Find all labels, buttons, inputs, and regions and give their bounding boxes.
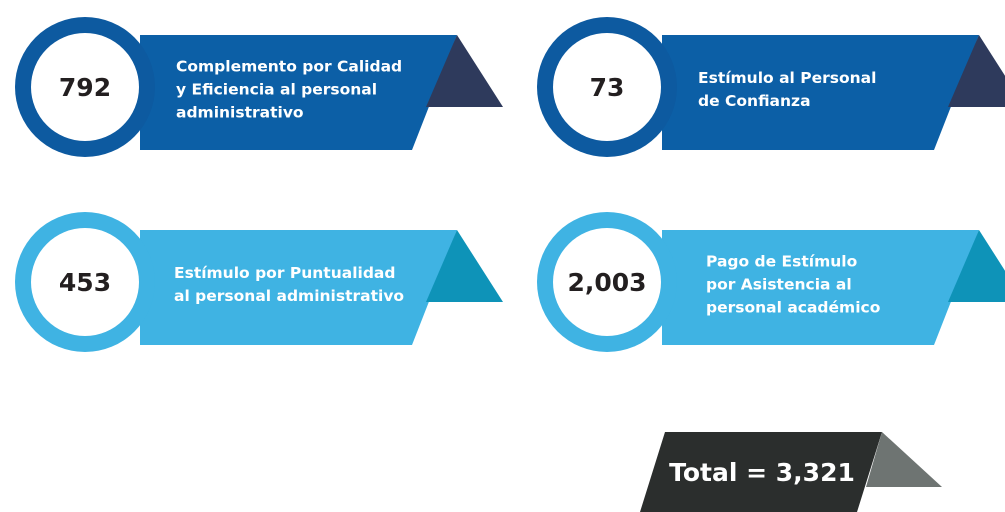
item-card: 792 Complemento por Calidad y Eficiencia a… [15, 17, 503, 157]
item-label: Complemento por Calidad [176, 58, 402, 76]
item-card: 73 Estímulo al Personal de Confianza [537, 17, 1005, 157]
total-text: Total = 3,321 [669, 458, 855, 487]
item-disc [31, 33, 139, 141]
item-number: 453 [59, 268, 111, 297]
item-number: 792 [59, 73, 111, 102]
item-fold [948, 35, 1005, 107]
item-fold [426, 230, 503, 302]
total-badge: Total = 3,321 [640, 432, 942, 512]
item-disc [553, 33, 661, 141]
item-banner [140, 35, 457, 150]
item-label: por Asistencia al [706, 276, 852, 294]
item-label: y Eficiencia al personal [176, 81, 377, 99]
item-disc [553, 228, 661, 336]
total-fold [866, 432, 942, 487]
item-banner [140, 230, 457, 345]
item-label: Estímulo al Personal [698, 69, 876, 87]
item-disc [31, 228, 139, 336]
item-label: personal académico [706, 299, 880, 317]
item-label: de Confianza [698, 92, 811, 110]
item-banner [662, 35, 979, 150]
item-number: 2,003 [567, 268, 646, 297]
item-card: 453 Estímulo por Puntualidad al personal a… [15, 212, 503, 352]
item-label: Estímulo por Puntualidad [174, 264, 395, 282]
item-label: administrativo [176, 104, 304, 122]
item-card: 2,003 Pago de Estímulo por Asistencia al pe… [537, 212, 1005, 352]
item-fold [948, 230, 1005, 302]
item-number: 73 [590, 73, 625, 102]
item-label: Pago de Estímulo [706, 253, 857, 271]
total-banner [640, 432, 882, 512]
item-label: al personal administrativo [174, 287, 404, 305]
item-banner [662, 230, 979, 345]
item-fold [426, 35, 503, 107]
